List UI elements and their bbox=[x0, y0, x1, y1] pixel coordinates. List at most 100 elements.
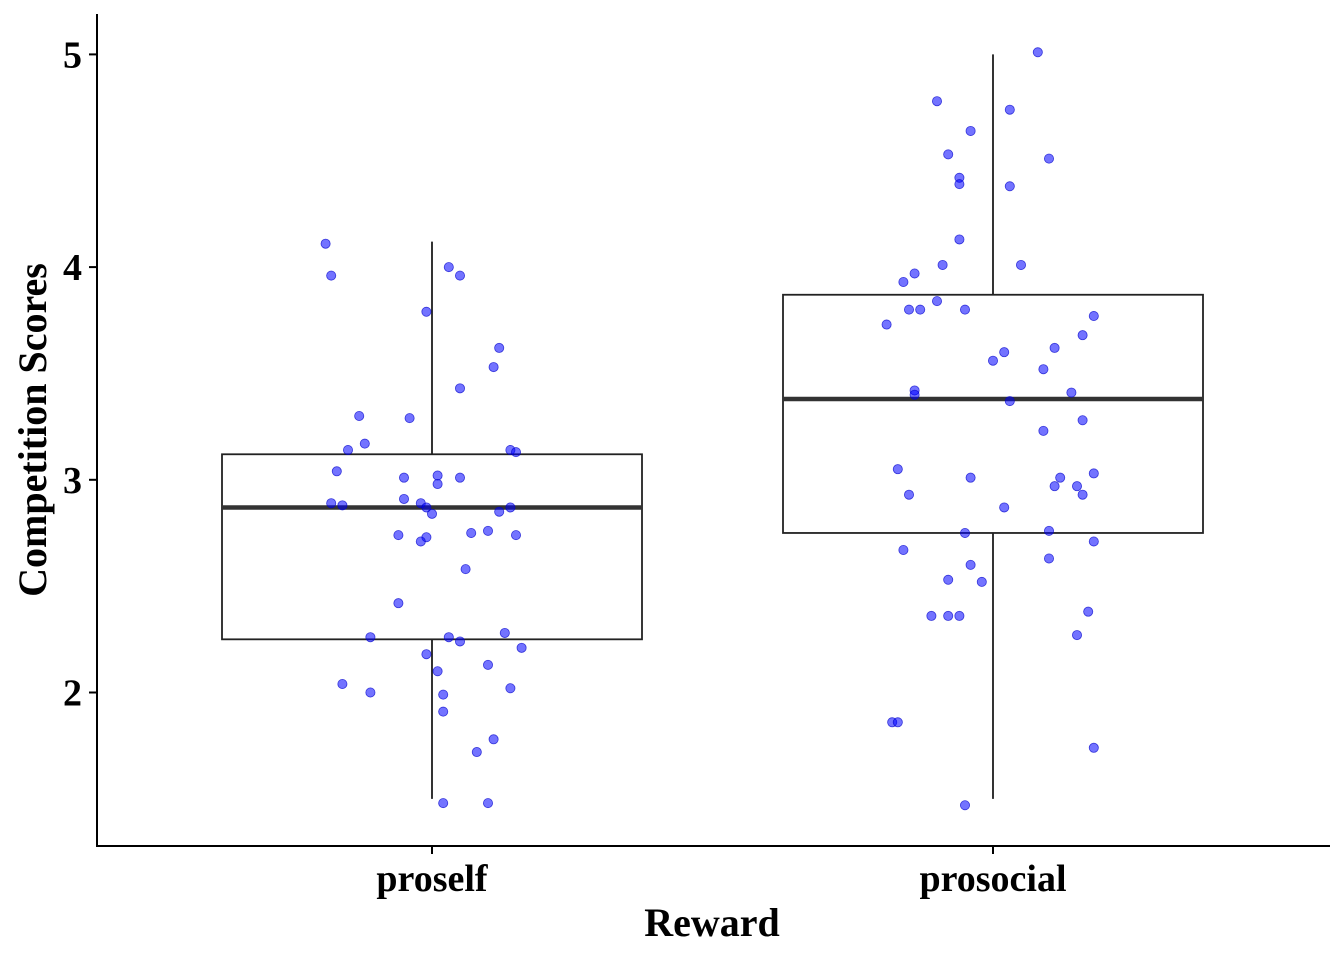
data-point bbox=[432, 470, 443, 481]
x-tick-label: proself bbox=[376, 858, 489, 900]
data-point bbox=[398, 472, 409, 483]
data-point bbox=[1055, 472, 1066, 483]
data-point bbox=[482, 798, 493, 809]
data-point bbox=[359, 438, 370, 449]
data-point bbox=[438, 689, 449, 700]
data-point bbox=[443, 262, 454, 273]
data-point bbox=[1004, 181, 1015, 192]
data-point bbox=[909, 389, 920, 400]
data-point bbox=[1016, 259, 1027, 270]
data-point bbox=[421, 649, 432, 660]
data-point bbox=[909, 268, 920, 279]
data-point bbox=[1088, 742, 1099, 753]
data-point bbox=[1004, 396, 1015, 407]
data-point bbox=[965, 559, 976, 570]
x-tick-label: prosocial bbox=[919, 858, 1066, 900]
data-point bbox=[331, 466, 342, 477]
data-point bbox=[415, 536, 426, 547]
plot-marks bbox=[221, 47, 1204, 811]
data-point bbox=[898, 544, 909, 555]
data-point bbox=[943, 149, 954, 160]
data-point bbox=[965, 125, 976, 136]
data-point bbox=[516, 642, 527, 653]
data-point bbox=[1077, 489, 1088, 500]
data-point bbox=[365, 632, 376, 643]
data-point bbox=[1044, 153, 1055, 164]
data-point bbox=[426, 508, 437, 519]
data-point bbox=[421, 502, 432, 513]
data-point bbox=[915, 304, 926, 315]
data-point bbox=[499, 627, 510, 638]
data-point bbox=[326, 270, 337, 281]
data-point bbox=[454, 636, 465, 647]
y-axis-title: Competition Scores bbox=[10, 263, 55, 597]
data-point bbox=[494, 506, 505, 517]
data-point bbox=[432, 479, 443, 490]
data-point bbox=[1044, 553, 1055, 564]
axis-ticks: 2 3 4 5 proself prosocial bbox=[63, 34, 1067, 900]
data-point bbox=[337, 500, 348, 511]
data-point bbox=[954, 234, 965, 245]
data-point bbox=[976, 576, 987, 587]
data-point bbox=[432, 666, 443, 677]
data-point bbox=[904, 489, 915, 500]
axes bbox=[96, 14, 1330, 847]
data-point bbox=[1077, 330, 1088, 341]
data-point bbox=[1004, 104, 1015, 115]
data-point bbox=[482, 525, 493, 536]
data-point bbox=[1049, 481, 1060, 492]
data-point bbox=[482, 659, 493, 670]
data-point bbox=[1072, 630, 1083, 641]
data-point bbox=[943, 610, 954, 621]
data-point bbox=[1077, 415, 1088, 426]
data-point bbox=[488, 362, 499, 373]
data-point bbox=[365, 687, 376, 698]
box-proself bbox=[221, 241, 643, 799]
data-point bbox=[404, 413, 415, 424]
box-iqr bbox=[221, 453, 643, 641]
data-point bbox=[892, 464, 903, 475]
data-point bbox=[965, 472, 976, 483]
data-point bbox=[454, 383, 465, 394]
data-points bbox=[320, 47, 1099, 811]
data-point bbox=[932, 96, 943, 107]
data-point bbox=[398, 493, 409, 504]
data-point bbox=[1088, 311, 1099, 322]
data-point bbox=[471, 747, 482, 758]
data-point bbox=[421, 306, 432, 317]
box-iqr bbox=[782, 293, 1204, 534]
data-point bbox=[320, 238, 331, 249]
data-point bbox=[488, 734, 499, 745]
data-point bbox=[892, 717, 903, 728]
data-point bbox=[960, 527, 971, 538]
data-point bbox=[1044, 525, 1055, 536]
data-point bbox=[954, 610, 965, 621]
data-point bbox=[1038, 425, 1049, 436]
data-point bbox=[1088, 536, 1099, 547]
data-point bbox=[954, 179, 965, 190]
data-point bbox=[393, 530, 404, 541]
data-point bbox=[454, 472, 465, 483]
data-point bbox=[510, 447, 521, 458]
y-tick-label: 3 bbox=[63, 460, 82, 502]
data-point bbox=[342, 445, 353, 456]
data-point bbox=[443, 632, 454, 643]
box-prosocial bbox=[782, 54, 1204, 799]
data-point bbox=[1049, 342, 1060, 353]
data-point bbox=[999, 502, 1010, 513]
data-point bbox=[937, 259, 948, 270]
data-point bbox=[1038, 364, 1049, 375]
data-point bbox=[438, 798, 449, 809]
data-point bbox=[1066, 387, 1077, 398]
data-point bbox=[505, 502, 516, 513]
data-point bbox=[494, 342, 505, 353]
data-point bbox=[960, 800, 971, 811]
data-point bbox=[999, 347, 1010, 358]
data-point bbox=[960, 304, 971, 315]
data-point bbox=[354, 410, 365, 421]
data-point bbox=[988, 355, 999, 366]
data-point bbox=[904, 304, 915, 315]
data-point bbox=[466, 527, 477, 538]
data-point bbox=[898, 276, 909, 287]
y-tick-label: 5 bbox=[63, 34, 82, 76]
